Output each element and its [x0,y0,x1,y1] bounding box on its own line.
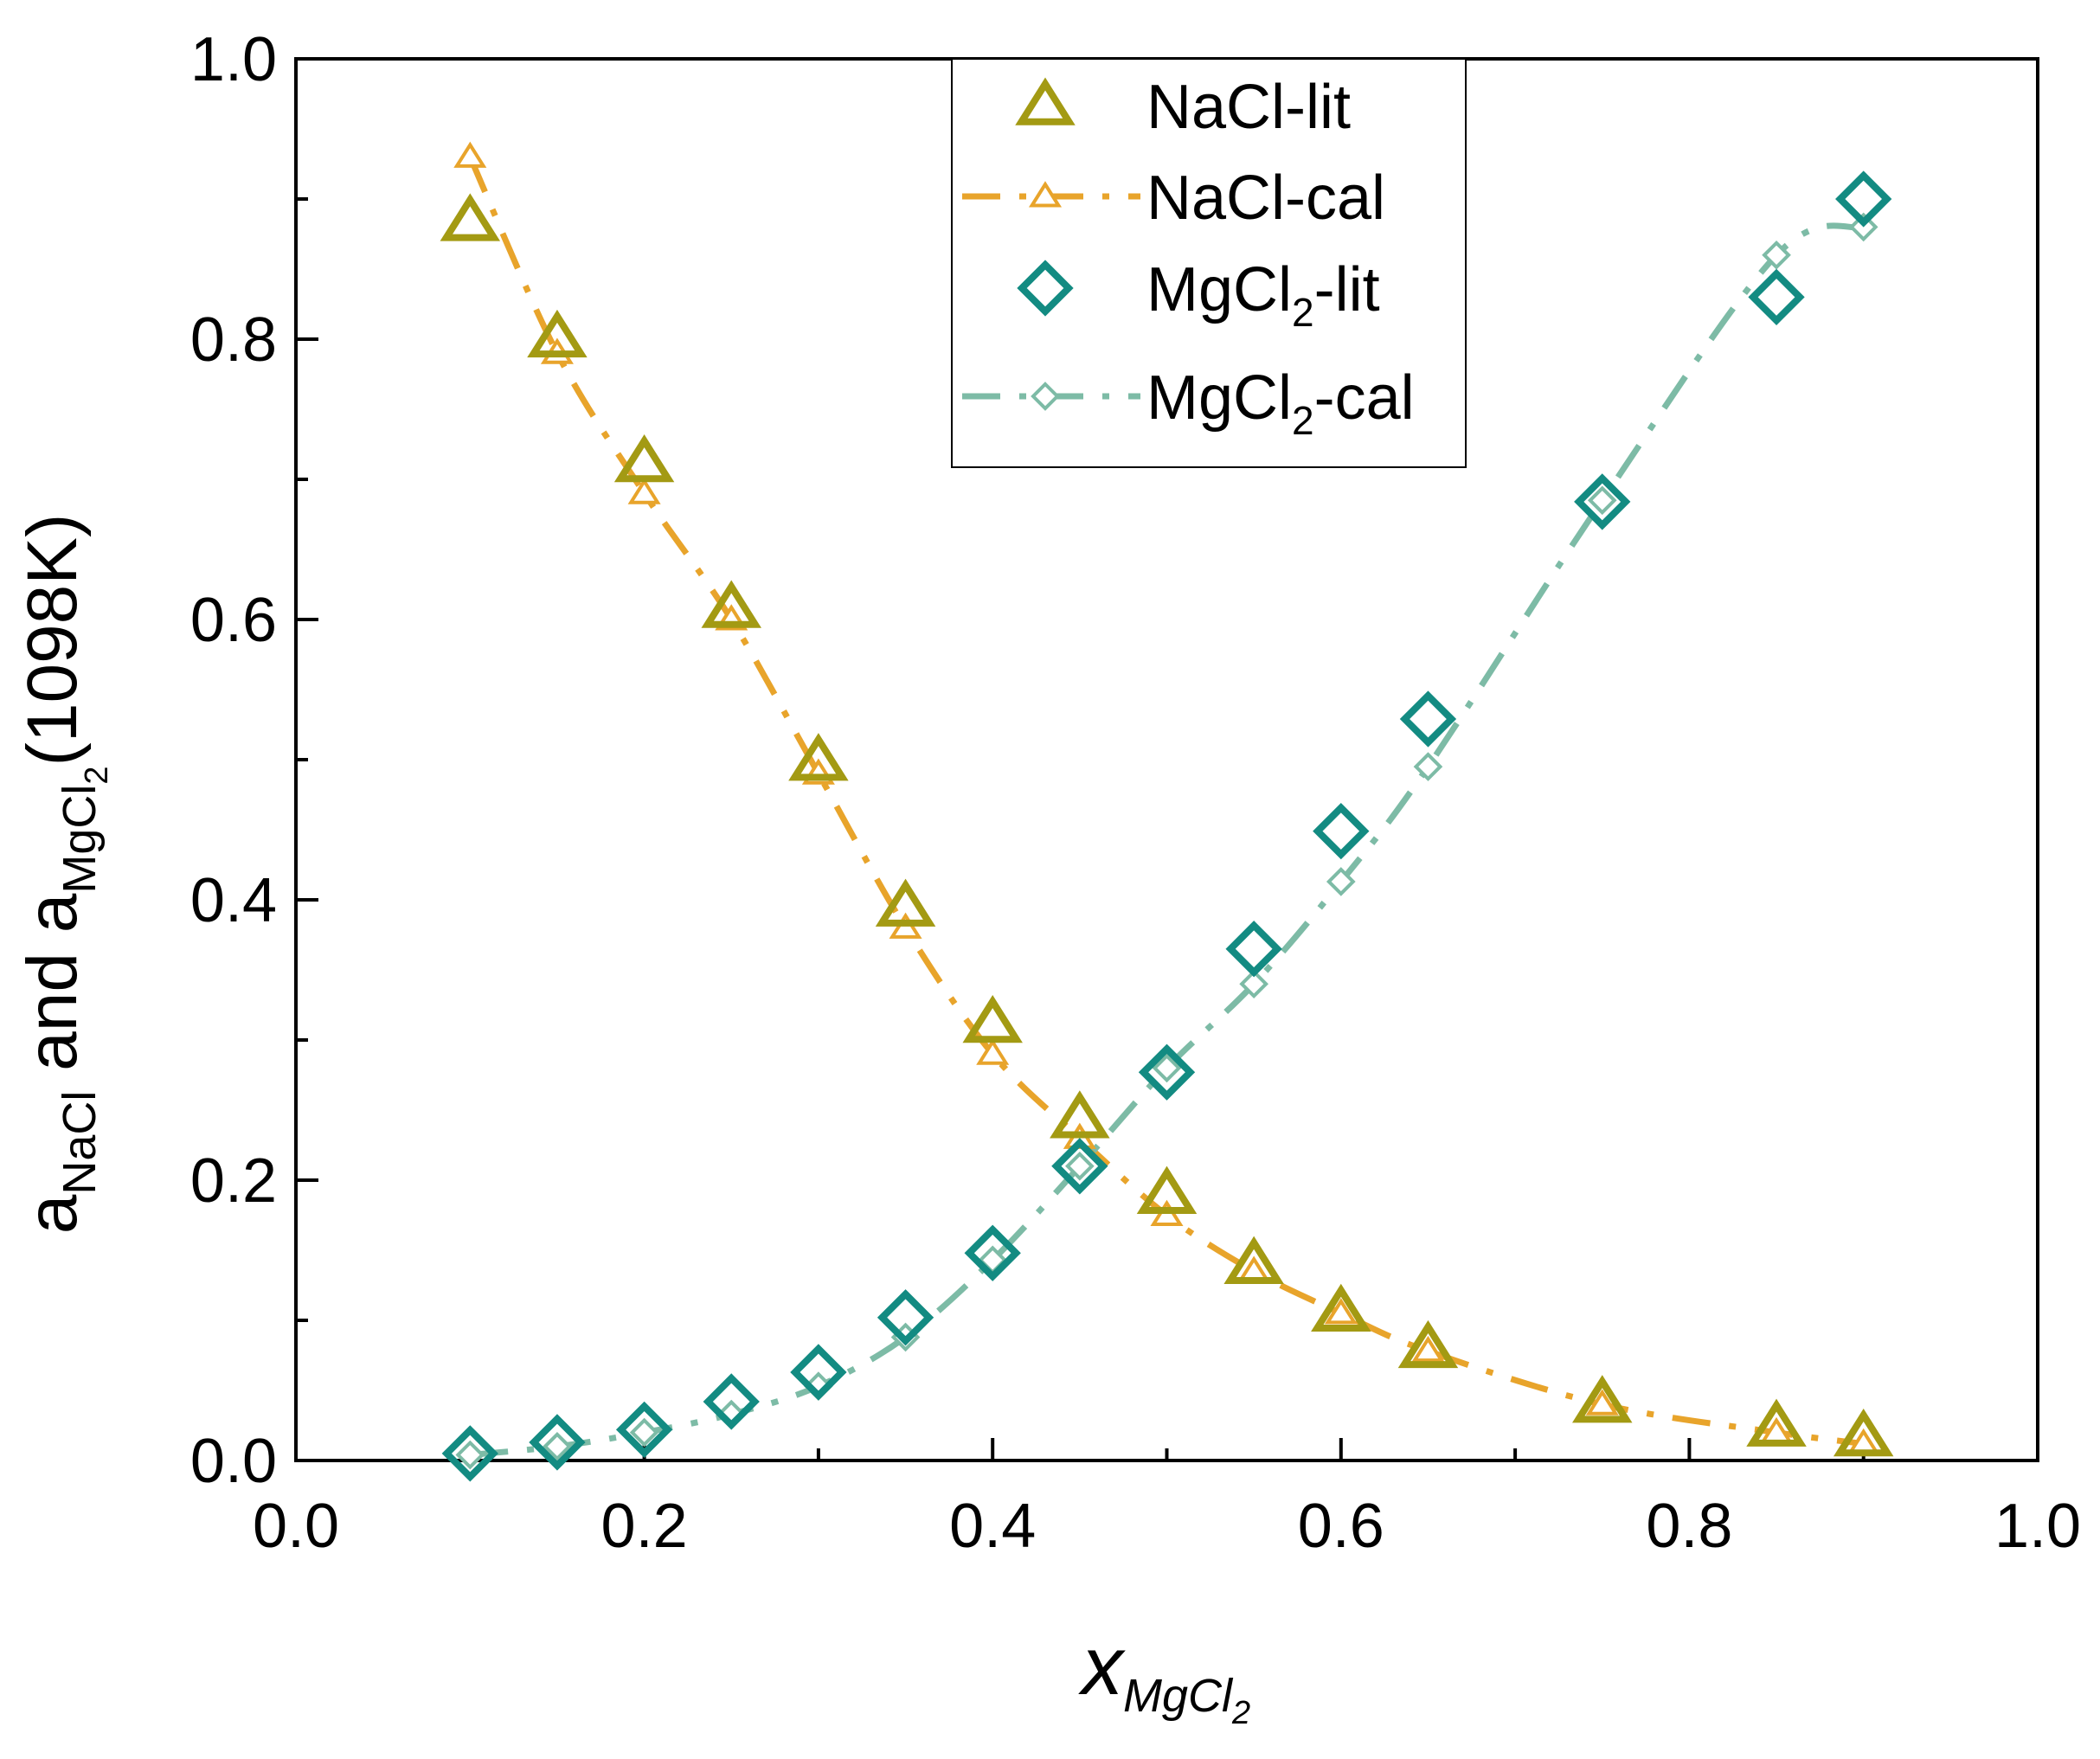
data-point-nacl_cal [453,141,487,168]
plot-area: 0.0 0.2 0.4 0.6 0.8 1.0 0.0 0.2 0.4 0.6 0.8 1.0 [190,25,2081,1561]
data-point-mgcl2_lit [790,1344,847,1401]
data-point-nacl_lit [1833,1408,1894,1457]
data-point-nacl_lit [788,733,849,781]
x-tick-label: 0.2 [601,1492,688,1561]
data-point-nacl_cal [1411,1335,1445,1363]
data-point-nacl_lit [613,434,675,483]
x-tick-label: 0.8 [1646,1492,1732,1561]
y-tick-label: 0.2 [190,1146,277,1216]
data-point-mgcl2_lit [1748,268,1805,326]
data-point-nacl_cal [976,1038,1010,1065]
data-point-mgcl2_cal [1762,240,1791,270]
data-point-nacl_cal [627,478,661,504]
data-point-mgcl2_lit [1574,473,1631,530]
data-point-nacl_lit [962,995,1023,1043]
x-tick-label: 1.0 [1994,1492,2081,1561]
x-tick-label: 0.0 [253,1492,339,1561]
data-point-mgcl2_lit [877,1289,934,1346]
data-point-mgcl2_cal [455,1440,485,1470]
data-point-nacl_lit [527,309,588,358]
data-point-nacl_cal [1324,1298,1358,1325]
legend-marker-nacl_cal [1028,181,1063,208]
x-tick-label: 0.6 [1298,1492,1384,1561]
data-point-mgcl2_lit [964,1224,1021,1281]
y-tick-label: 0.6 [190,586,277,655]
legend-label-nacl_cal: NaCl-cal [1146,164,1385,233]
legend-marker-mgcl2_lit [1017,260,1074,317]
legend-marker-nacl_lit [1015,77,1076,125]
data-point-nacl_lit [1050,1090,1110,1139]
data-point-mgcl2_cal [1065,1151,1095,1181]
data-point-mgcl2_lit [1225,921,1282,978]
y-tick-label: 0.0 [190,1427,277,1496]
data-point-mgcl2_cal [1239,969,1268,999]
data-point-mgcl2_cal [1326,867,1356,896]
legend-label-mgcl2_lit: MgCl2-lit [1146,255,1380,335]
data-point-mgcl2_cal [1413,752,1443,781]
data-point-nacl_lit [1311,1283,1371,1332]
data-point-nacl_lit [1572,1375,1633,1423]
data-point-mgcl2_lit [1138,1043,1196,1101]
data-point-mgcl2_lit [529,1414,586,1471]
data-point-mgcl2_lit [1313,802,1370,860]
data-point-nacl_lit [701,580,761,628]
data-point-mgcl2_lit [703,1373,760,1430]
y-axis-title: aNaCl and aMgCl2(1098K) [13,514,115,1235]
data-point-mgcl2_lit [441,1425,498,1482]
data-point-mgcl2_cal [629,1417,659,1448]
data-point-nacl_lit [1223,1236,1284,1284]
data-point-nacl_lit [1746,1398,1807,1447]
x-tick-label: 0.4 [949,1492,1036,1561]
data-point-mgcl2_lit [1399,690,1457,748]
series-line-nacl_cal [467,155,1865,1448]
legend-label-nacl_lit: NaCl-lit [1146,73,1351,142]
data-point-mgcl2_lit [615,1401,673,1459]
data-point-nacl_lit [875,878,936,927]
legend: NaCl-lit NaCl-cal MgCl2-lit MgCl2-cal [951,58,1467,468]
data-point-nacl_cal [1585,1389,1619,1416]
data-point-nacl_lit [440,193,501,241]
data-point-mgcl2_lit [1835,170,1892,228]
y-tick-label: 0.4 [190,866,277,935]
data-point-nacl_lit [1397,1319,1459,1369]
data-point-mgcl2_lit [1051,1138,1108,1195]
legend-marker-mgcl2_cal [1031,382,1060,411]
data-point-mgcl2_cal [1152,1053,1182,1083]
legend-label-mgcl2_cal: MgCl2-cal [1146,363,1415,443]
x-axis-title: xMgCl2 [1078,1620,1250,1731]
data-point-mgcl2_cal [1587,485,1617,516]
data-point-nacl_lit [1136,1165,1198,1214]
y-tick-label: 1.0 [190,25,277,94]
data-point-mgcl2_cal [543,1431,572,1461]
y-tick-label: 0.8 [190,305,277,375]
